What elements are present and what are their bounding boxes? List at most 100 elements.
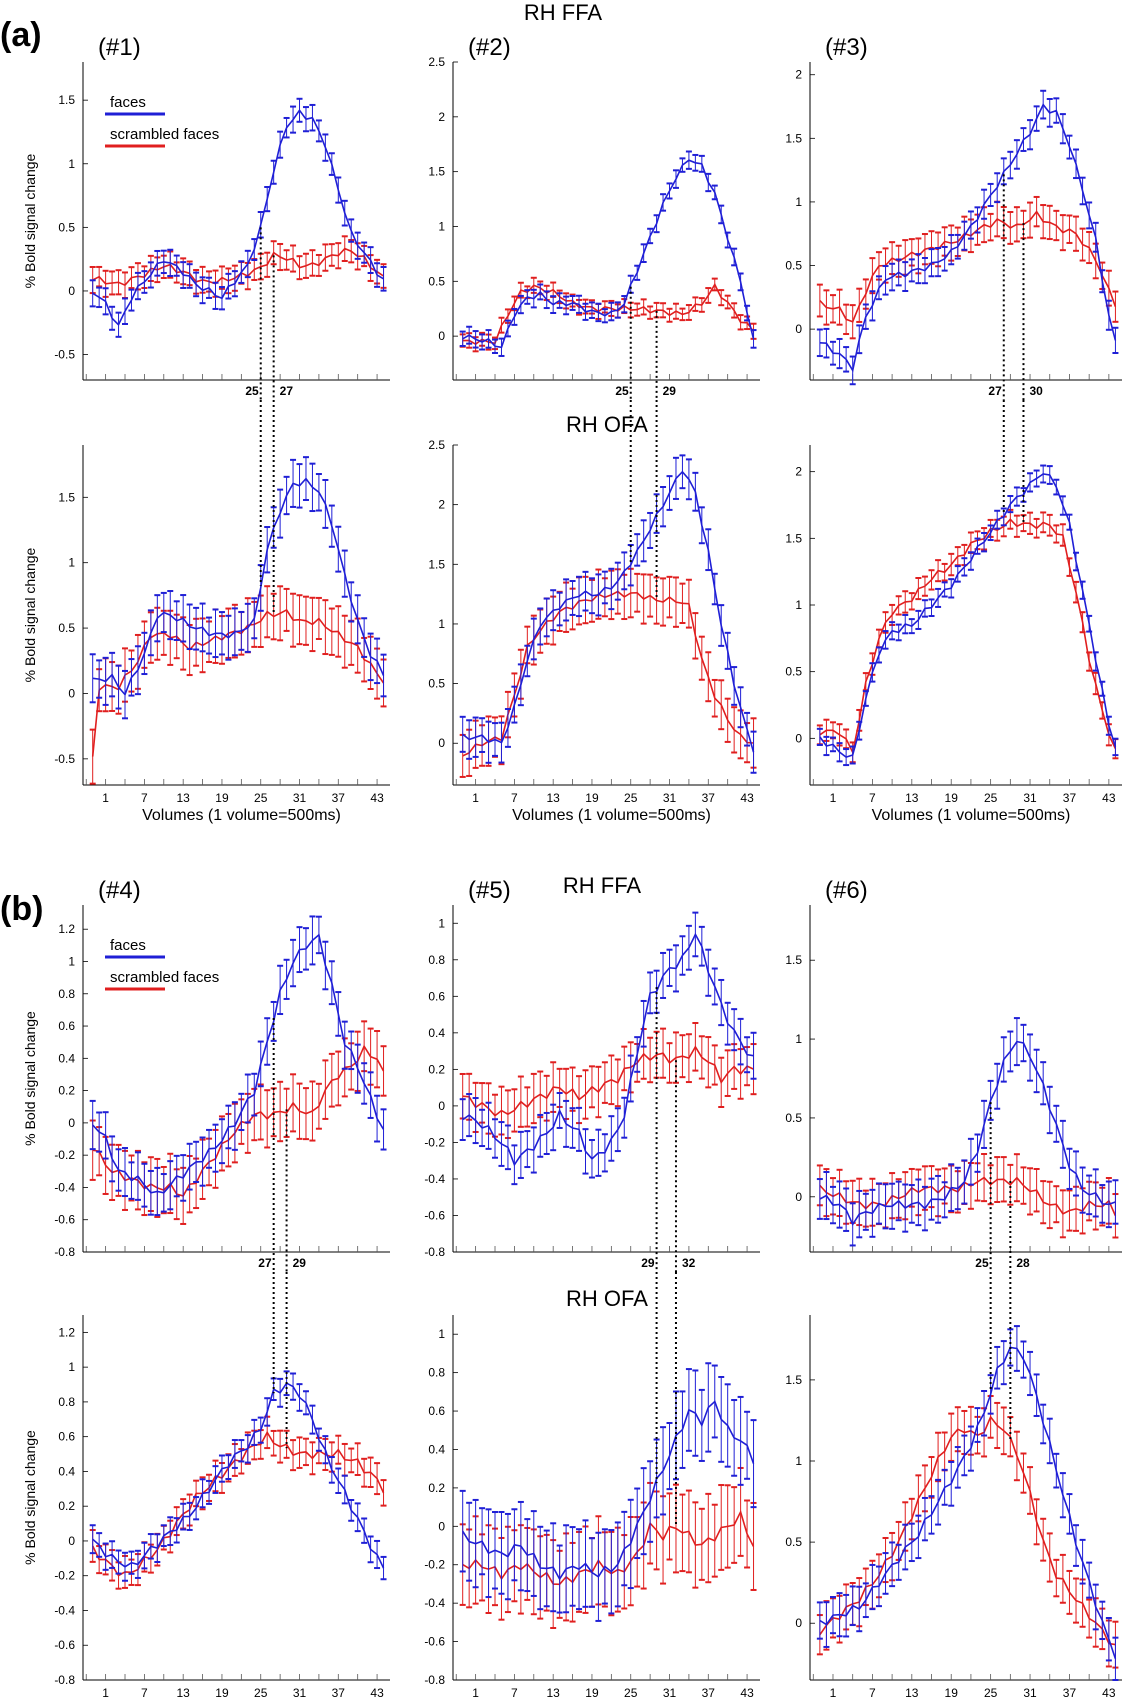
x-tick-label: 13 — [176, 1686, 190, 1700]
y-tick-label: 0.8 — [428, 1366, 445, 1380]
y-axis-title: % Bold signal change — [22, 1430, 38, 1565]
x-axis-title: Volumes (1 volume=500ms) — [512, 807, 711, 824]
x-tick-label: 25 — [984, 1686, 998, 1700]
y-tick-label: 2 — [438, 110, 445, 124]
y-axis-title: % Bold signal change — [22, 153, 38, 288]
y-tick-label: 1 — [68, 556, 75, 570]
y-axis-title: % Bold signal change — [22, 547, 38, 682]
x-tick-label: 37 — [1063, 1686, 1077, 1700]
x-tick-label: 1 — [830, 1686, 837, 1700]
plots-layer: -0.5 0 0.5 1 1.5 % Bold signal change (#1) face… — [22, 34, 1122, 1700]
x-tick-label: 43 — [370, 791, 384, 805]
y-tick-label: 0.5 — [58, 220, 75, 234]
y-tick-label: -0.4 — [424, 1596, 445, 1610]
x-tick-label: 31 — [663, 791, 677, 805]
y-tick-label: -0.4 — [54, 1180, 75, 1194]
series-line-scrambled — [91, 1430, 385, 1577]
legend-label-scrambled: scrambled faces — [110, 126, 219, 143]
y-tick-label: 0 — [438, 736, 445, 750]
onset-label: 29 — [641, 1256, 655, 1270]
region-title-rh-ofa-a: RH OFA — [566, 412, 648, 437]
x-axis-title: Volumes (1 volume=500ms) — [872, 807, 1071, 824]
y-tick-label: 0.2 — [58, 1084, 75, 1098]
series-line-faces — [819, 473, 1117, 758]
y-tick-label: 0 — [795, 1616, 802, 1630]
series-line-faces — [819, 103, 1117, 373]
series-line-faces — [92, 933, 385, 1194]
onset-label: 27 — [988, 384, 1002, 398]
x-tick-label: 19 — [945, 791, 959, 805]
x-tick-label: 31 — [1023, 791, 1037, 805]
series-line-scrambled — [462, 282, 755, 346]
onset-label: 25 — [245, 384, 259, 398]
x-axis-title: Volumes (1 volume=500ms) — [142, 807, 341, 824]
y-tick-label: 1 — [68, 1360, 75, 1374]
series-line-scrambled — [819, 518, 1117, 755]
y-tick-label: -0.6 — [54, 1213, 75, 1227]
x-tick-label: 25 — [624, 791, 638, 805]
y-tick-label: 0.6 — [428, 989, 445, 1003]
y-tick-label: 2 — [438, 498, 445, 512]
y-tick-label: 0.5 — [428, 274, 445, 288]
x-tick-label: 19 — [585, 791, 599, 805]
y-tick-label: -0.6 — [424, 1208, 445, 1222]
x-tick-label: 19 — [215, 791, 229, 805]
y-tick-label: -0.2 — [424, 1558, 445, 1572]
chart-panel-p4-ofa: -0.8 -0.6 -0.4 -0.2 0 0.2 0.4 0.6 0.8 1 1.2 1 7 13 19 2… — [22, 1315, 390, 1700]
panel-number-label: (#2) — [468, 34, 511, 61]
y-tick-label: -0.6 — [54, 1638, 75, 1652]
y-tick-label: 1 — [438, 916, 445, 930]
x-tick-label: 37 — [702, 791, 716, 805]
chart-panel-p3-ofa: 0 0.5 1 1.5 2 1 7 13 19 25 31 37 43 Volumes (1 volume… — [785, 445, 1122, 824]
x-tick-label: 1 — [102, 1686, 109, 1700]
y-tick-label: 1.5 — [428, 557, 445, 571]
series-line-scrambled — [462, 590, 754, 757]
y-tick-label: 0.5 — [428, 677, 445, 691]
x-tick-label: 25 — [624, 1686, 638, 1700]
x-tick-label: 13 — [905, 791, 919, 805]
y-tick-label: 1 — [795, 195, 802, 209]
onset-label: 32 — [682, 1256, 696, 1270]
y-tick-label: 1.5 — [58, 93, 75, 107]
legend-label-scrambled: scrambled faces — [110, 969, 219, 986]
y-tick-label: -0.8 — [424, 1245, 445, 1259]
y-tick-label: 0 — [68, 284, 75, 298]
y-tick-label: 1.5 — [785, 131, 802, 145]
y-tick-label: -0.8 — [54, 1673, 75, 1687]
x-tick-label: 1 — [472, 791, 479, 805]
x-tick-label: 25 — [984, 791, 998, 805]
panel-number-label: (#6) — [825, 877, 868, 904]
series-line-faces — [92, 108, 384, 327]
onset-label: 29 — [663, 384, 677, 398]
y-tick-label: 1.5 — [428, 165, 445, 179]
y-tick-label: 0.8 — [58, 1395, 75, 1409]
series-line-scrambled — [462, 1045, 754, 1117]
x-tick-label: 7 — [869, 1686, 876, 1700]
series-line-faces — [462, 159, 755, 349]
onset-label: 25 — [975, 1256, 989, 1270]
panel-number-label: (#4) — [98, 877, 141, 904]
y-tick-label: 0.5 — [785, 1111, 802, 1125]
y-tick-label: -0.6 — [424, 1635, 445, 1649]
y-tick-label: 0.4 — [58, 1051, 75, 1065]
x-tick-label: 19 — [945, 1686, 959, 1700]
series-line-faces — [462, 470, 755, 753]
y-tick-label: 0 — [795, 1190, 802, 1204]
y-tick-label: 0.5 — [785, 665, 802, 679]
y-tick-label: 0.5 — [785, 1535, 802, 1549]
x-tick-label: 25 — [254, 791, 268, 805]
x-tick-label: 37 — [702, 1686, 716, 1700]
y-tick-label: -0.5 — [54, 348, 75, 362]
y-tick-label: 0 — [438, 1519, 445, 1533]
y-tick-label: 0.8 — [428, 953, 445, 967]
y-tick-label: -0.4 — [54, 1603, 75, 1617]
x-tick-label: 7 — [511, 1686, 518, 1700]
y-tick-label: 1.5 — [785, 1373, 802, 1387]
onset-label: 29 — [293, 1256, 307, 1270]
y-tick-label: 0.6 — [58, 1430, 75, 1444]
x-tick-label: 37 — [332, 1686, 346, 1700]
y-tick-label: 0 — [795, 731, 802, 745]
series-line-scrambled — [819, 1415, 1116, 1646]
